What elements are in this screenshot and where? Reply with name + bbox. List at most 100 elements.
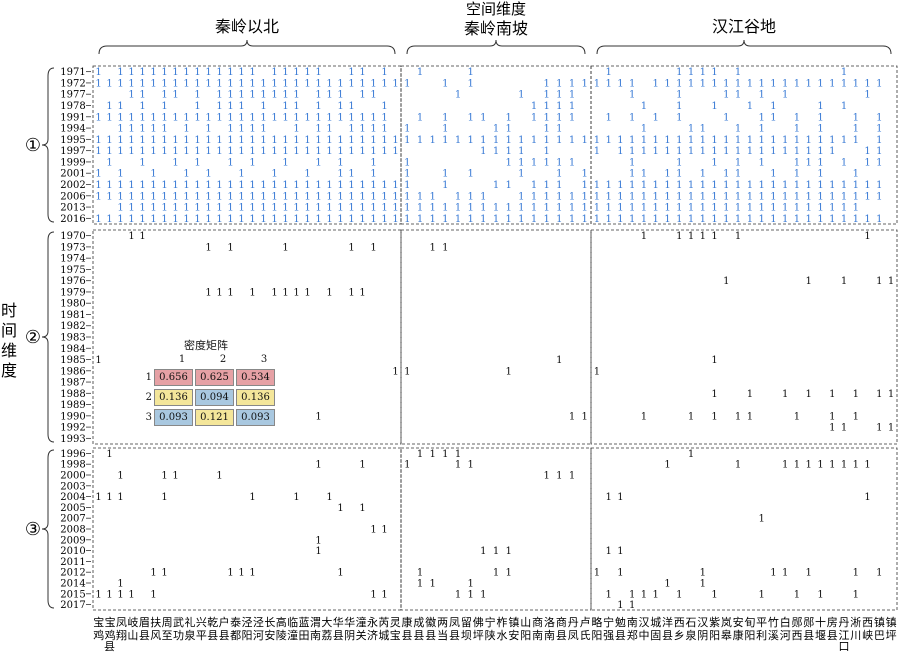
- data-mark: 1: [569, 214, 575, 225]
- data-mark: 1: [249, 214, 255, 225]
- data-mark: 1: [829, 214, 835, 225]
- data-mark: 1: [617, 600, 623, 611]
- data-mark: 1: [782, 214, 788, 225]
- data-mark: 1: [227, 112, 233, 123]
- data-mark: 1: [227, 242, 233, 253]
- data-mark: 1: [161, 180, 167, 191]
- col-group-label: 秦岭南坡: [464, 19, 528, 38]
- data-mark: 1: [676, 90, 682, 101]
- data-mark: 1: [794, 180, 800, 191]
- county-label-char: 县: [425, 629, 436, 642]
- data-mark: 1: [227, 90, 233, 101]
- data-mark: 1: [271, 214, 277, 225]
- data-mark: 1: [455, 203, 461, 214]
- data-mark: 1: [806, 135, 812, 146]
- data-mark: 1: [139, 146, 145, 157]
- county-label-char: 翔: [116, 628, 127, 642]
- left-axis-label-char: 间: [1, 321, 17, 340]
- data-mark: 1: [216, 471, 222, 482]
- data-mark: 1: [404, 203, 410, 214]
- data-mark: 1: [467, 191, 473, 202]
- data-mark: 1: [128, 203, 134, 214]
- data-mark: 1: [888, 276, 894, 287]
- county-label-char: 凤: [449, 616, 460, 629]
- data-mark: 1: [676, 67, 682, 78]
- data-mark: 1: [581, 169, 587, 180]
- data-mark: 1: [688, 214, 694, 225]
- data-mark: 1: [480, 203, 486, 214]
- county-label-char: 固: [650, 629, 661, 642]
- county-label-char: 白: [780, 615, 791, 629]
- data-mark: 1: [139, 124, 145, 135]
- data-mark: 1: [876, 124, 882, 135]
- data-mark: 1: [806, 568, 812, 579]
- col-label-2: 2: [219, 354, 227, 365]
- data-mark: 1: [348, 78, 354, 89]
- data-mark: 1: [876, 146, 882, 157]
- data-mark: 1: [531, 157, 537, 168]
- county-label-char: 徽: [425, 615, 436, 629]
- data-mark: 1: [417, 67, 423, 78]
- data-mark: 1: [676, 135, 682, 146]
- data-mark: 1: [150, 124, 156, 135]
- data-mark: 1: [841, 101, 847, 112]
- data-mark: 1: [480, 546, 486, 557]
- density-row-1: 1 0.656 0.625 0.534: [140, 368, 277, 387]
- data-mark: 1: [758, 214, 764, 225]
- data-mark: 1: [711, 411, 717, 422]
- data-mark: 1: [758, 589, 764, 600]
- data-mark: 1: [392, 135, 398, 146]
- data-mark: 1: [594, 78, 600, 89]
- year-label: 2010: [60, 546, 85, 557]
- data-mark: 1: [315, 112, 321, 123]
- data-mark: 1: [556, 203, 562, 214]
- data-mark: 1: [664, 460, 670, 471]
- data-mark: 1: [172, 90, 178, 101]
- county-label-char: 郧: [803, 616, 814, 629]
- data-mark: 1: [782, 203, 788, 214]
- data-mark: 1: [216, 112, 222, 123]
- data-mark: 1: [711, 203, 717, 214]
- county-label-char: 眉: [139, 616, 150, 629]
- year-label: 1975: [60, 265, 85, 276]
- data-mark: 1: [467, 214, 473, 225]
- data-mark: 1: [227, 287, 233, 298]
- county-label-char: 阳: [591, 629, 602, 642]
- data-mark: 1: [876, 214, 882, 225]
- data-mark: 1: [594, 135, 600, 146]
- data-mark: 1: [392, 191, 398, 202]
- data-mark: 1: [569, 471, 575, 482]
- data-mark: 1: [493, 135, 499, 146]
- data-mark: 1: [293, 203, 299, 214]
- data-mark: 1: [505, 157, 511, 168]
- data-mark: 1: [688, 78, 694, 89]
- data-mark: 1: [227, 78, 233, 89]
- data-mark: 1: [467, 135, 473, 146]
- data-mark: 1: [216, 180, 222, 191]
- county-label-char: 高: [276, 615, 287, 629]
- data-mark: 1: [315, 460, 321, 471]
- data-mark: 1: [106, 78, 112, 89]
- data-mark: 1: [128, 124, 134, 135]
- data-mark: 1: [569, 191, 575, 202]
- data-mark: 1: [841, 460, 847, 471]
- data-mark: 1: [723, 146, 729, 157]
- data-mark: 1: [293, 135, 299, 146]
- data-mark: 1: [617, 214, 623, 225]
- data-mark: 1: [735, 90, 741, 101]
- data-mark: 1: [493, 203, 499, 214]
- data-mark: 1: [249, 78, 255, 89]
- data-mark: 1: [664, 146, 670, 157]
- data-mark: 1: [543, 471, 549, 482]
- data-mark: 1: [758, 112, 764, 123]
- year-label: 2007: [60, 514, 85, 525]
- data-mark: 1: [747, 191, 753, 202]
- county-label-char: 县: [449, 629, 460, 642]
- county-label-char: 南: [627, 616, 638, 629]
- data-mark: 1: [172, 78, 178, 89]
- data-mark: 1: [161, 135, 167, 146]
- data-mark: 1: [194, 112, 200, 123]
- data-mark: 1: [315, 157, 321, 168]
- data-mark: 1: [271, 180, 277, 191]
